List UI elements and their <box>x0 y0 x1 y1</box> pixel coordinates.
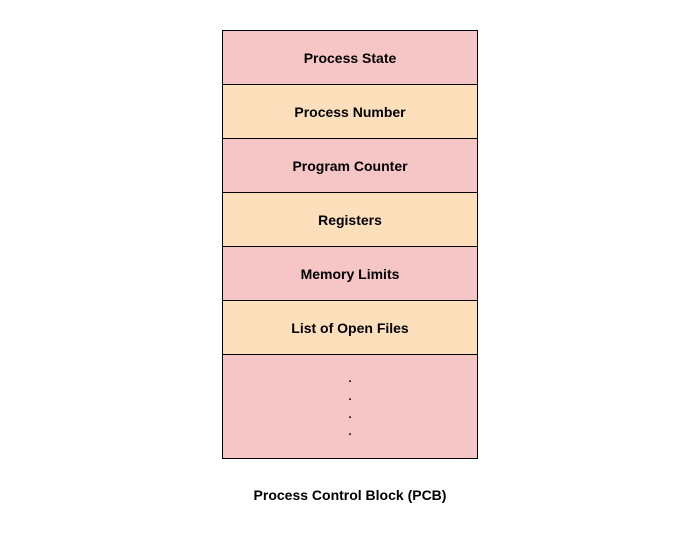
pcb-row-memory-limits: Memory Limits <box>223 247 477 301</box>
pcb-row-open-files: List of Open Files <box>223 301 477 355</box>
ellipsis-dot: . <box>348 371 351 389</box>
pcb-row-process-state: Process State <box>223 31 477 85</box>
pcb-label: Program Counter <box>292 158 407 174</box>
pcb-label: Registers <box>318 212 382 228</box>
diagram-caption: Process Control Block (PCB) <box>254 487 447 503</box>
pcb-label: Process State <box>304 50 397 66</box>
pcb-label: Process Number <box>294 104 405 120</box>
pcb-label: Memory Limits <box>301 266 400 282</box>
ellipsis-dot: . <box>348 389 351 407</box>
pcb-row-program-counter: Program Counter <box>223 139 477 193</box>
pcb-row-ellipsis: . . . . <box>223 355 477 459</box>
ellipsis-dot: . <box>348 407 351 425</box>
pcb-label: List of Open Files <box>291 320 408 336</box>
pcb-row-registers: Registers <box>223 193 477 247</box>
pcb-row-process-number: Process Number <box>223 85 477 139</box>
pcb-stack: Process State Process Number Program Cou… <box>222 30 478 459</box>
ellipsis-dot: . <box>348 424 351 442</box>
